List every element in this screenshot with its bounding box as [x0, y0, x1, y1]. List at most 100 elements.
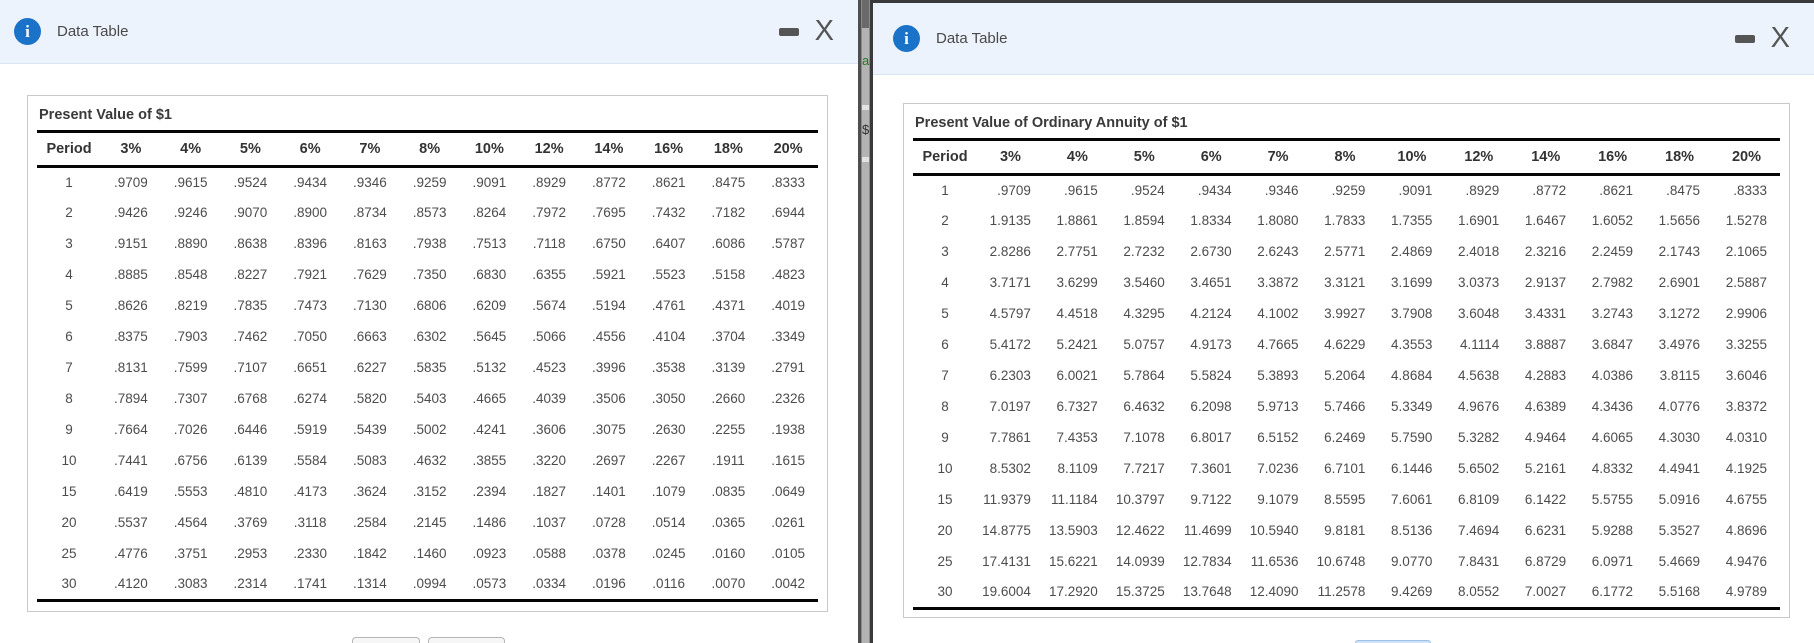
value-cell: .9346 — [1264, 182, 1299, 198]
column-header: 3% — [120, 140, 142, 157]
value-cell: .4019 — [771, 298, 806, 313]
value-cell: .2267 — [651, 453, 686, 468]
column-header: 16% — [1598, 148, 1628, 165]
value-cell: 2.7232 — [1123, 244, 1165, 259]
value-cell: .6756 — [173, 453, 208, 468]
value-cell: .7894 — [113, 391, 148, 406]
value-cell: .0994 — [412, 576, 447, 592]
value-cell: 2.7751 — [1056, 244, 1098, 259]
table-row: 3 2.8286 2.7751 2.7232 2.6730 2.6243 2.5771 2.4… — [913, 236, 1780, 267]
value-cell: 10.6748 — [1316, 554, 1366, 569]
value-cell: .3769 — [233, 515, 268, 530]
value-cell: .4104 — [651, 329, 686, 344]
pv-annuity-table: Period 3% 4% 5% 6% 7% 8% 10% 12% 14% 16% 18% 20% 1 .97… — [913, 141, 1780, 610]
value-cell: .3751 — [173, 546, 208, 561]
value-cell: 4.9173 — [1190, 337, 1232, 352]
table-row: 4 3.7171 3.6299 3.5460 3.4651 3.3872 3.3121 3.1… — [913, 267, 1780, 298]
column-header: 6% — [299, 140, 321, 157]
value-cell: .2255 — [711, 422, 746, 437]
value-cell: .8626 — [113, 298, 148, 313]
value-cell: .3538 — [651, 360, 686, 375]
value-cell: 1.8594 — [1123, 213, 1165, 228]
dialog-button-partial-blue[interactable] — [1355, 640, 1431, 643]
table-row: 10 8.5302 8.1109 7.7217 7.3601 7.0236 6.7101 6.… — [913, 453, 1780, 484]
dialog-button-partial-1[interactable] — [352, 637, 420, 643]
value-cell: .5439 — [352, 422, 387, 437]
close-icon[interactable]: X — [814, 15, 834, 47]
value-cell: .8548 — [173, 267, 208, 282]
table-row: 5 4.5797 4.4518 4.3295 4.2124 4.1002 3.9927 3.7… — [913, 298, 1780, 329]
period-cell: 20 — [937, 523, 953, 538]
value-cell: 6.8109 — [1457, 492, 1500, 507]
value-cell: .4776 — [113, 546, 148, 561]
value-cell: .7921 — [293, 267, 328, 282]
background-text-fragment: $ — [862, 122, 870, 137]
value-cell: .5403 — [412, 391, 447, 406]
table-title: Present Value of Ordinary Annuity of $1 — [913, 104, 1780, 141]
value-cell: .7903 — [173, 329, 208, 344]
value-cell: .5553 — [173, 484, 208, 499]
divider-cap — [862, 0, 869, 28]
value-cell: 1.7833 — [1324, 213, 1366, 228]
value-cell: 1.6052 — [1591, 213, 1634, 228]
value-cell: 9.7122 — [1190, 492, 1232, 507]
value-cell: 4.8696 — [1725, 523, 1767, 538]
value-cell: 4.9676 — [1457, 399, 1500, 414]
value-cell: .3075 — [591, 422, 626, 437]
value-cell: .2330 — [293, 546, 328, 561]
value-cell: 6.0971 — [1591, 554, 1634, 569]
value-cell: .4173 — [293, 484, 328, 499]
value-cell: .0261 — [771, 515, 806, 530]
value-cell: .4632 — [412, 453, 447, 468]
column-header: Period — [922, 148, 968, 165]
value-cell: 1.5278 — [1725, 213, 1767, 228]
value-cell: 5.0916 — [1658, 492, 1700, 507]
value-cell: 5.9713 — [1257, 399, 1299, 414]
period-cell: 25 — [937, 554, 953, 569]
value-cell: .4556 — [591, 329, 626, 344]
value-cell: 11.1184 — [1051, 492, 1098, 507]
value-cell: .8131 — [113, 360, 148, 375]
minimize-icon[interactable] — [778, 27, 799, 36]
divider-gap — [862, 157, 869, 162]
value-cell: .7130 — [352, 298, 387, 313]
value-cell: .7599 — [173, 360, 208, 375]
background-text-fragment: a — [862, 53, 870, 68]
info-icon: i — [14, 18, 41, 45]
value-cell: .9070 — [233, 205, 268, 220]
value-cell: 14.0939 — [1115, 554, 1165, 569]
value-cell: 3.4651 — [1190, 275, 1232, 290]
value-cell: 3.6046 — [1725, 368, 1767, 383]
value-cell: 5.7466 — [1324, 399, 1366, 414]
value-cell: 7.8431 — [1457, 554, 1500, 569]
value-cell: 4.3295 — [1123, 306, 1165, 321]
value-cell: 4.4518 — [1056, 306, 1098, 321]
value-cell: .6651 — [293, 360, 328, 375]
table-row: 1 .9709 .9615 .9524 .9434 .9346 .9259 .9091 .892… — [913, 174, 1780, 205]
value-cell: 1.5656 — [1658, 213, 1700, 228]
dialog-button-partial-2[interactable] — [428, 637, 505, 643]
value-cell: .6446 — [233, 422, 268, 437]
period-cell: 7 — [941, 368, 949, 383]
close-icon[interactable]: X — [1770, 22, 1790, 54]
value-cell: .8772 — [1532, 182, 1567, 198]
value-cell: 8.5595 — [1324, 492, 1366, 507]
value-cell: 1.8080 — [1257, 213, 1299, 228]
column-header: 6% — [1200, 148, 1222, 165]
value-cell: 7.4694 — [1457, 523, 1500, 538]
minimize-icon[interactable] — [1734, 34, 1755, 43]
value-cell: 3.9927 — [1324, 306, 1366, 321]
value-cell: .0105 — [771, 546, 806, 561]
value-cell: .9426 — [113, 205, 148, 220]
value-cell: .9524 — [1130, 182, 1165, 198]
value-cell: .9524 — [233, 174, 268, 190]
value-cell: .3704 — [711, 329, 746, 344]
value-cell: 4.0776 — [1658, 399, 1700, 414]
value-cell: 2.9906 — [1725, 306, 1767, 321]
value-cell: .2953 — [233, 546, 268, 561]
value-cell: 4.9464 — [1524, 430, 1567, 445]
column-header: 10% — [1397, 148, 1427, 165]
value-cell: .2630 — [651, 422, 686, 437]
value-cell: .5194 — [591, 298, 626, 313]
value-cell: .0573 — [472, 576, 507, 592]
